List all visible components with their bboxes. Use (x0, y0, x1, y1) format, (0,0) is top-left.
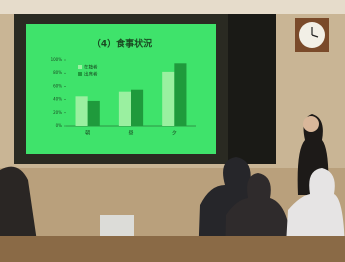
presenter-face (303, 116, 319, 132)
y-tick-label: 20% (53, 110, 62, 115)
bar (119, 92, 131, 126)
bar (162, 72, 174, 126)
door (228, 14, 276, 164)
x-tick-label: 夕 (172, 130, 177, 137)
ceiling (0, 0, 345, 14)
y-tick-label: 0% (56, 123, 63, 128)
chart-title: （4）食事状況 (92, 38, 152, 50)
legend-label: 出席者 (84, 71, 98, 78)
legend-swatch (78, 65, 82, 69)
desks (0, 236, 345, 262)
photo: （4）食事状況 0% 20% 40% 60% 80% 100% 在籍者出席者朝 昼 夕 (0, 0, 345, 262)
x-tick-label: 昼 (128, 131, 133, 137)
y-tick-label: 40% (53, 97, 62, 102)
bar (76, 96, 88, 126)
legend-label: 在籍者 (84, 64, 98, 71)
bar (174, 63, 186, 126)
y-tick-label: 80% (53, 70, 62, 75)
legend-swatch (78, 72, 82, 76)
x-tick-label: 朝 (85, 131, 90, 137)
y-tick-label: 100% (51, 57, 63, 62)
y-tick-label: 60% (53, 83, 62, 88)
bar (88, 101, 100, 126)
bar (131, 90, 143, 126)
